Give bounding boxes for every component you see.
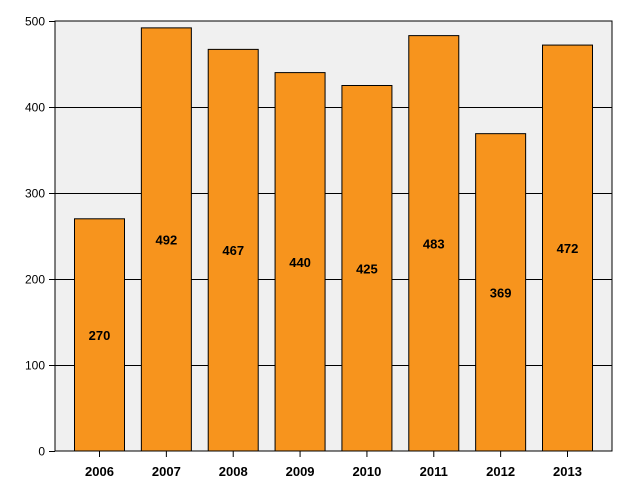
data-label-2011: 483 <box>423 236 445 251</box>
x-tick-label-2009: 2009 <box>286 464 315 479</box>
data-label-2010: 425 <box>356 261 378 276</box>
x-tick-label-2007: 2007 <box>152 464 181 479</box>
y-tick-label: 300 <box>25 187 45 201</box>
data-label-2006: 270 <box>89 328 111 343</box>
y-tick-label: 100 <box>25 359 45 373</box>
y-tick-label: 400 <box>25 101 45 115</box>
data-label-2012: 369 <box>490 285 512 300</box>
x-tick-label-2006: 2006 <box>85 464 114 479</box>
bar-2011 <box>408 35 460 452</box>
bar-2010 <box>341 85 393 452</box>
x-tick-label-2011: 2011 <box>420 464 448 479</box>
bar-2012 <box>475 133 527 452</box>
data-label-2007: 492 <box>156 232 178 247</box>
bar-2013 <box>542 44 593 452</box>
x-tick-label-2008: 2008 <box>219 464 248 479</box>
y-tick-label: 0 <box>38 445 45 459</box>
data-labels: 270 492 467 440 425 483 369 472 <box>89 232 579 342</box>
bar-2006 <box>74 218 125 452</box>
y-tick-label: 200 <box>25 273 45 287</box>
plot-area <box>54 20 613 452</box>
data-label-2013: 472 <box>557 241 579 256</box>
y-tick-label: 500 <box>25 15 45 29</box>
x-tick-label-2012: 2012 <box>486 464 515 479</box>
x-axis: 2006 2007 2008 2009 2010 2011 2012 2013 <box>85 451 582 479</box>
x-tick-label-2013: 2013 <box>553 464 582 479</box>
data-label-2008: 467 <box>222 243 244 258</box>
y-axis: 0 100 200 300 400 500 <box>25 15 55 459</box>
x-tick-label-2010: 2010 <box>352 464 381 479</box>
bar-2009 <box>274 72 326 452</box>
data-label-2009: 440 <box>289 255 311 270</box>
bar-2007 <box>140 27 192 452</box>
